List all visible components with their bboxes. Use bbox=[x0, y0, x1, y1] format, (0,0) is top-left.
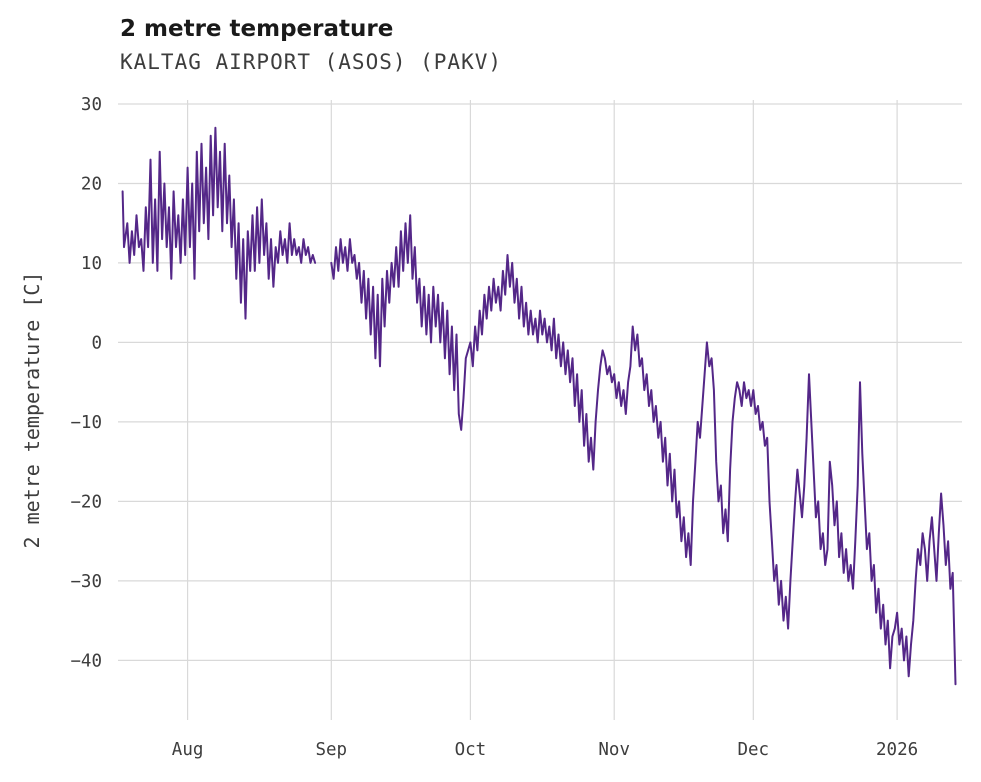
x-tick-label: Dec bbox=[737, 740, 769, 760]
y-tick-label: −30 bbox=[70, 572, 102, 592]
y-tick-label: 20 bbox=[81, 175, 102, 195]
chart-subtitle: KALTAG AIRPORT (ASOS) (PAKV) bbox=[120, 50, 503, 74]
y-tick-label: 0 bbox=[91, 333, 102, 353]
x-tick-label: Nov bbox=[598, 740, 630, 760]
y-tick-label: 30 bbox=[81, 95, 102, 115]
x-tick-label: 2026 bbox=[876, 740, 918, 760]
temperature-line bbox=[330, 214, 957, 686]
temperature-line bbox=[121, 126, 317, 320]
x-tick-label: Sep bbox=[315, 740, 347, 760]
y-tick-label: −20 bbox=[70, 492, 102, 512]
x-tick-label: Aug bbox=[172, 740, 204, 760]
y-tick-label: 10 bbox=[81, 254, 102, 274]
chart-title: 2 metre temperature bbox=[120, 16, 394, 42]
y-tick-label: −40 bbox=[70, 651, 102, 671]
y-tick-label: −10 bbox=[70, 413, 102, 433]
x-tick-label: Oct bbox=[455, 740, 487, 760]
